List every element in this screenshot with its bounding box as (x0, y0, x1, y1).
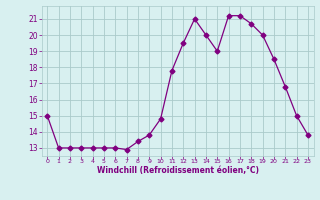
X-axis label: Windchill (Refroidissement éolien,°C): Windchill (Refroidissement éolien,°C) (97, 166, 259, 175)
